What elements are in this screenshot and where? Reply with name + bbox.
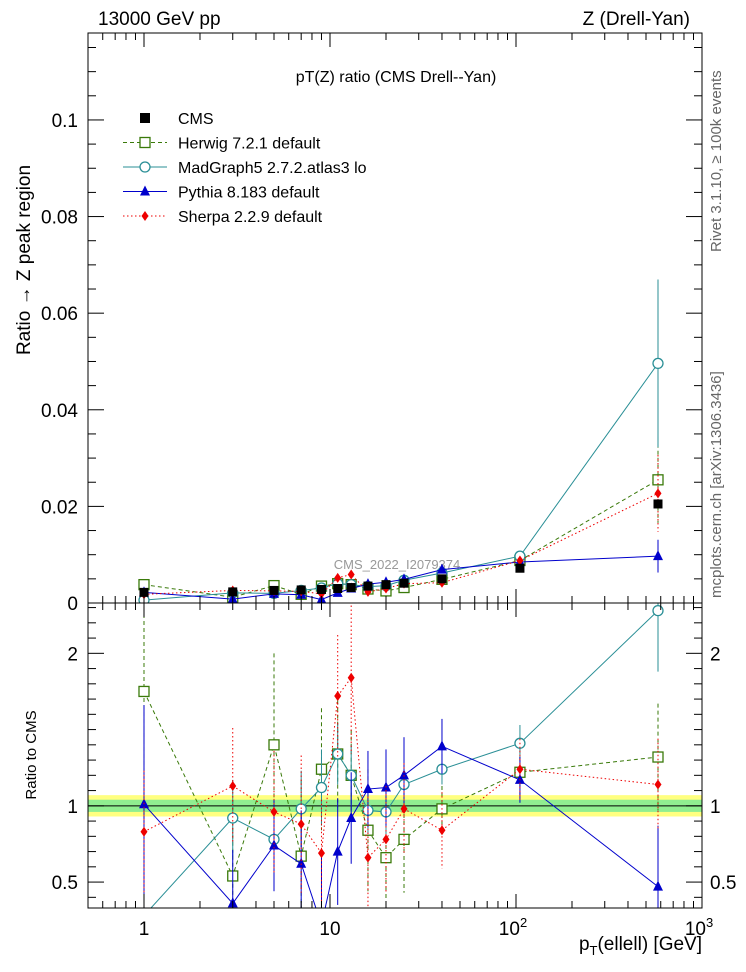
ratio-tick-label: 2 <box>67 644 78 665</box>
data-point <box>653 499 663 509</box>
data-point <box>399 578 409 588</box>
ratio-point-0 <box>138 685 150 698</box>
ratio-tick-label: 0.5 <box>52 873 78 894</box>
ratio-point-3 <box>347 672 355 683</box>
header-right: Z (Drell-Yan) <box>583 9 690 30</box>
ratio-point-2 <box>362 783 373 794</box>
ratio-point-3 <box>297 819 305 830</box>
ratio-point-2 <box>346 812 357 823</box>
ratio-point-2 <box>436 740 447 751</box>
series-point-3 <box>516 555 524 566</box>
series-point-3 <box>347 569 355 580</box>
ratio-point-3 <box>364 852 372 863</box>
legend-label-1: MadGraph5 2.7.2.atlas3 lo <box>178 160 367 177</box>
ratio-tick-label-right: 2 <box>710 644 721 665</box>
x-tick-label: 103 <box>685 915 713 940</box>
y-tick-label: 0.04 <box>41 401 78 422</box>
y-tick-label: 0.1 <box>52 111 78 132</box>
header-left: 13000 GeV pp <box>98 9 221 30</box>
ratio-point-2 <box>399 769 410 780</box>
ratio-point-1 <box>332 748 344 760</box>
y-tick-label: 0.02 <box>41 497 78 518</box>
ratio-tick-label: 1 <box>67 797 78 818</box>
legend-marker-3 <box>141 211 149 221</box>
ratio-point-0 <box>268 739 280 751</box>
x-tick-label: 102 <box>499 915 527 940</box>
series-point-1 <box>652 357 664 370</box>
legend-marker-1 <box>139 161 151 173</box>
data-point <box>363 581 373 591</box>
ratio-point-0 <box>652 751 664 763</box>
ratio-point-3 <box>400 803 408 814</box>
legend-marker-0 <box>139 136 151 149</box>
ratio-point-3 <box>516 764 524 775</box>
y-tick-label: 0 <box>67 594 78 615</box>
ratio-point-2 <box>652 880 663 891</box>
ratio-frame <box>87 602 703 909</box>
ratio-point-3 <box>270 806 278 817</box>
data-point <box>296 585 306 595</box>
legend-label-3: Sherpa 2.2.9 default <box>178 209 323 226</box>
ratio-point-2 <box>296 857 307 868</box>
ratio-point-2 <box>332 845 343 856</box>
x-tick-label: 1 <box>139 919 150 940</box>
data-point <box>228 587 238 597</box>
legend-marker-2 <box>140 185 150 196</box>
ratio-point-3 <box>438 825 446 836</box>
data-point <box>515 563 525 573</box>
ratio-point-3 <box>229 781 237 791</box>
ratio-point-3 <box>382 834 390 845</box>
data-point <box>333 584 343 594</box>
data-point <box>437 574 447 584</box>
ratio-point-3 <box>334 691 342 702</box>
rivet-label: Rivet 3.1.10, ≥ 100k events <box>708 70 725 252</box>
x-axis-title: pT(ellell) [GeV] <box>579 934 702 958</box>
legend-label-0: Herwig 7.2.1 default <box>178 136 321 153</box>
ratio-point-3 <box>317 848 325 859</box>
ratio-ylabel: Ratio to CMS <box>23 710 40 799</box>
legend-label-data: CMS <box>178 111 214 128</box>
data-point <box>316 584 326 594</box>
ratio-tick-label-right: 0.5 <box>710 873 736 894</box>
x-tick-label: 10 <box>319 919 340 940</box>
data-point <box>381 580 391 590</box>
ratio-line-1 <box>150 610 659 908</box>
ratio-point-1 <box>315 781 328 794</box>
analysis-watermark: CMS_2022_I2079374 <box>334 557 461 572</box>
ratio-point-1 <box>652 604 664 617</box>
plot-title: pT(Z) ratio (CMS Drell--Yan) <box>296 69 497 86</box>
main-ylabel: Ratio → Z peak region <box>14 165 35 355</box>
ratio-point-2 <box>269 839 280 850</box>
series-point-3 <box>334 572 342 583</box>
mcplots-label: mcplots.cern.ch [arXiv:1306.3436] <box>708 371 725 598</box>
ratio-point-3 <box>140 826 148 837</box>
series-point-2 <box>436 563 447 574</box>
series-point-2 <box>652 550 663 561</box>
ratio-point-3 <box>654 779 662 790</box>
y-tick-label: 0.08 <box>41 208 78 229</box>
legend-label-2: Pythia 8.183 default <box>178 185 320 202</box>
series-point-3 <box>654 488 662 499</box>
data-point <box>269 585 279 595</box>
ratio-tick-label-right: 1 <box>710 797 721 818</box>
legend-marker-data <box>140 113 150 123</box>
y-tick-label: 0.06 <box>41 304 78 325</box>
data-point <box>346 583 356 593</box>
